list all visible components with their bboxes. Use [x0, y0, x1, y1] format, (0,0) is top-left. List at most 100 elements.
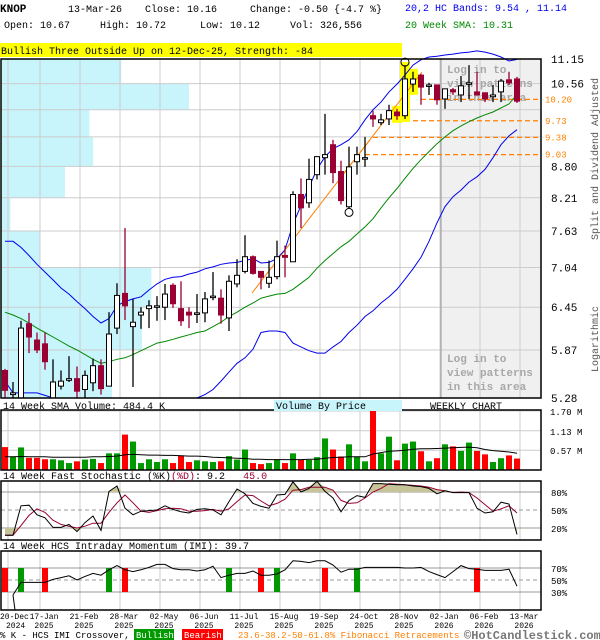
candle-body [58, 380, 64, 387]
volume-bar [42, 459, 48, 470]
candle-body [298, 194, 304, 209]
candle-body [482, 92, 488, 100]
adjusted-label: Split and Dividend Adjusted [590, 78, 600, 240]
volume-bar [130, 441, 136, 470]
volume-bar [170, 463, 176, 470]
candle-body [2, 370, 8, 391]
candle [146, 300, 152, 329]
candle-body [210, 295, 216, 299]
candle-body [242, 256, 248, 272]
imi-frame [0, 550, 542, 611]
candle-body [194, 312, 200, 315]
year-tick-label: 2024 [6, 622, 25, 631]
change-value: Change: -0.50 {-4.7 %} [250, 4, 382, 16]
volume-bar [202, 461, 208, 470]
year-tick-label: 2025 [274, 622, 293, 631]
price-panel: Log in to view patterns in this area Log in… [0, 50, 584, 406]
indicator-lines [4, 50, 518, 398]
stochastic-title: 14 Week Fast Stochastic (%K)(%D): 9.2 45.… [3, 471, 267, 483]
legend-fibonacci: 23.6-38.2-50-61.8% Fibonacci Retracement… [238, 631, 459, 640]
candle [482, 92, 488, 103]
volume-bar [98, 463, 104, 470]
candle [506, 71, 512, 85]
candle [98, 359, 104, 395]
candle-body [450, 89, 456, 93]
volume-bar [338, 456, 344, 470]
volume-bar [82, 459, 88, 470]
candle [266, 260, 272, 288]
volume-frame [0, 409, 542, 471]
lower-band-line [196, 129, 518, 398]
date-tick-label: 02-May [150, 613, 179, 622]
candle [162, 283, 168, 321]
candle [218, 289, 224, 324]
ticker-symbol: KNOP [0, 4, 27, 16]
volume-bar [362, 461, 368, 470]
candle [306, 158, 312, 208]
stoch-tick-label: 80% [551, 489, 568, 499]
volume-by-price-bar [1, 136, 94, 167]
candle [130, 298, 136, 387]
candle [498, 78, 504, 103]
volume-bar [450, 446, 456, 470]
volume-bar [514, 458, 520, 470]
volume-bar [226, 456, 232, 470]
imi-tick-label: 50% [551, 577, 568, 587]
candle-body [218, 297, 224, 316]
date-tick-label: 11-Jul [230, 613, 259, 622]
candle [458, 75, 464, 103]
high-value: High: 10.72 [100, 20, 166, 32]
candle [314, 156, 320, 180]
price-tick-label: 8.80 [551, 162, 577, 174]
candle-body [66, 378, 72, 381]
candle-body [386, 110, 392, 120]
candle-body [266, 276, 272, 284]
volume-bar [34, 457, 40, 470]
candle [298, 178, 304, 229]
candle-body [18, 327, 24, 399]
year-tick-label: 2025 [34, 622, 53, 631]
candle-body [362, 157, 368, 160]
stoch-tick-label: 50% [551, 507, 568, 517]
candle [18, 320, 24, 399]
candle-body [282, 254, 288, 258]
candle [258, 270, 264, 290]
candle-body [490, 94, 496, 98]
candle-body [466, 82, 472, 85]
candle [34, 332, 40, 354]
date-tick-label: 13-Mar [510, 613, 539, 622]
volume-bar [66, 463, 72, 470]
imi-tick-label: 30% [551, 589, 568, 599]
candle-body [146, 305, 152, 310]
year-tick-label: 2025 [114, 622, 133, 631]
candle-body [114, 294, 120, 329]
candle [394, 108, 400, 120]
volume-sma-title: 14 Week SMA Volume: 484.4 K [3, 401, 165, 413]
candle [402, 65, 408, 119]
candle [194, 294, 200, 323]
date-tick-label: 17-Jan [30, 613, 59, 622]
stoch-d-line [5, 483, 518, 536]
upper-band-line [5, 50, 518, 324]
volume-bar [122, 434, 128, 470]
candle-body [442, 88, 448, 100]
imi-crossover-bearish [2, 568, 8, 592]
candle [202, 292, 208, 323]
stochastic-k-value: : 9.2 [195, 472, 225, 483]
year-tick-label: 2025 [74, 622, 93, 631]
volume-tick-label: 0.57 M [550, 447, 582, 457]
candle-body [434, 84, 440, 101]
volume-bar [434, 458, 440, 470]
volume-bar [58, 460, 64, 470]
candle-body [138, 311, 144, 316]
hc-bands-legend: 20,2 HC Bands: 9.54 , 11.14 [405, 3, 567, 15]
volume-by-price-bar [1, 59, 122, 84]
date-tick-label: 24-Oct [350, 613, 379, 622]
weekly-chart-label: WEEKLY CHART [430, 402, 502, 413]
candle-body [202, 298, 208, 314]
imi-crossover-bullish [18, 568, 24, 592]
candle [186, 307, 192, 329]
price-frame [0, 58, 542, 399]
imi-crossover-bullish [106, 568, 112, 592]
candle [178, 281, 184, 326]
